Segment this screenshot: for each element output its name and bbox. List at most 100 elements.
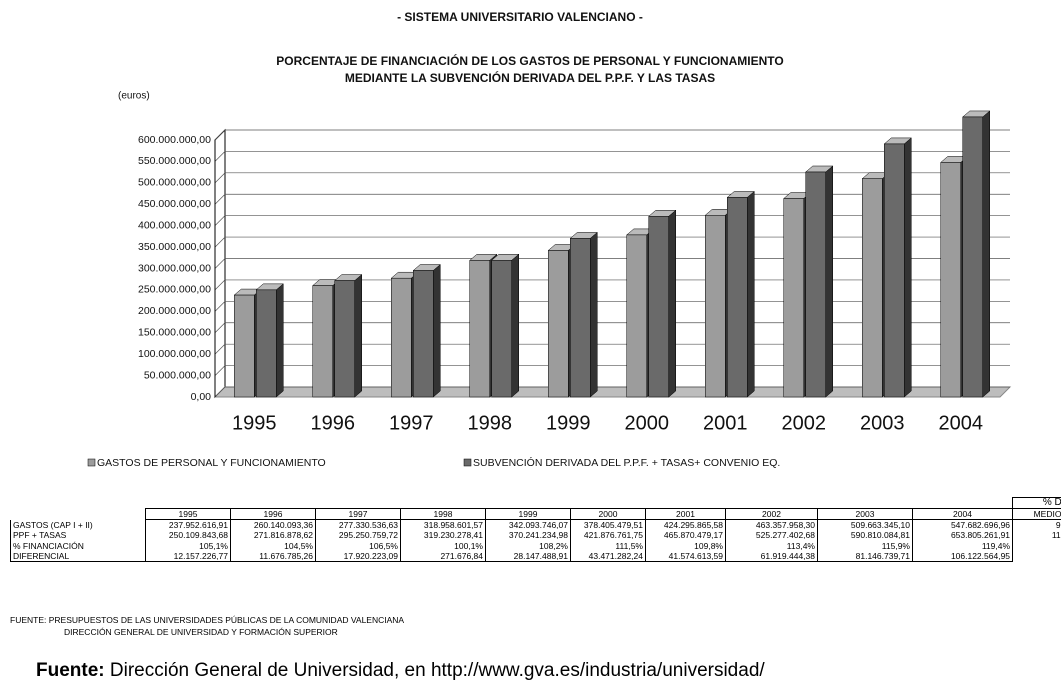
data-row: PPF + TASAS 250.109.843,68 271.816.878,62 2…: [10, 530, 1061, 541]
grid-line-depth: [214, 365, 226, 376]
y-tick-label: 250.000.000,00: [138, 284, 211, 296]
column-header: 1999: [485, 508, 571, 520]
value-cell: 81.146.739,71: [817, 550, 913, 562]
legend-label: GASTOS DE PERSONAL Y FUNCIONAMIENTO: [97, 457, 326, 469]
bar: [884, 143, 905, 398]
caption-label: Fuente:: [36, 660, 105, 681]
grid-line-depth: [214, 215, 226, 226]
bar-side: [982, 110, 990, 398]
bar-side: [825, 165, 833, 398]
value-cell: 271.816.878,62: [230, 530, 316, 541]
value-cell: 295.250.759,72: [315, 530, 401, 541]
value-cell: 424.295.865,58: [645, 519, 726, 530]
bar: [962, 116, 983, 398]
bar-3d: [805, 165, 834, 398]
y-tick-label: 200.000.000,00: [138, 305, 211, 317]
chart-subtitle: PORCENTAJE DE FINANCIACIÓN DE LOS GASTOS…: [276, 53, 783, 68]
column-header: 2000: [570, 508, 646, 520]
source-line: DIRECCIÓN GENERAL DE UNIVERSIDAD Y FORMA…: [64, 627, 338, 637]
value-cell: 525.277.402,68: [725, 530, 818, 541]
data-table: % DE CRECIMIEN19951996199719981999200020…: [10, 497, 1061, 562]
column-header: 1995: [145, 508, 231, 520]
value-cell: 115,9%: [817, 540, 913, 551]
x-tick-label: 1999: [546, 412, 591, 434]
x-tick-label: 2001: [703, 412, 748, 434]
data-row: DIFERENCIAL 12.157.226,77 11.676.785,26 17.…: [10, 550, 1061, 562]
bar: [334, 280, 355, 398]
bar: [312, 285, 333, 398]
row-label: GASTOS (CAP I + II): [10, 519, 146, 530]
value-cell: 111,5%: [570, 540, 646, 551]
caption-text: Dirección General de Universidad, en htt…: [104, 660, 765, 681]
column-header: 1996: [230, 508, 316, 520]
grid-line-depth: [214, 386, 226, 398]
y-tick-label: 600.000.000,00: [138, 134, 211, 146]
value-cell: 11.676.785,26: [230, 550, 316, 562]
x-tick-label: 1998: [468, 412, 513, 434]
column-header: MEDIO: [1012, 508, 1061, 520]
value-cell: 342.093.746,07: [485, 519, 571, 530]
x-tick-label: 1995: [232, 412, 277, 434]
y-axis-label: (euros): [118, 91, 150, 102]
value-cell: 271.676,84: [400, 550, 486, 562]
value-cell: 113,4%: [725, 540, 818, 551]
header-row: 1995 1996 1997 1998 1999 2000 2001 2002 2003 2004…: [11, 508, 1061, 520]
bar: [805, 171, 826, 398]
value-cell: 463.357.958,30: [725, 519, 818, 530]
value-cell: 106.122.564,95: [911, 550, 1014, 562]
column-header: 2002: [725, 508, 818, 520]
growth-header: % DE CRECIMIEN: [1012, 497, 1061, 509]
bar: [234, 294, 255, 398]
chart: - SISTEMA UNIVERSITARIO VALENCIANO - POR…: [87, 10, 1012, 469]
empty-cell: [11, 498, 1013, 509]
value-cell: 43.471.282,24: [570, 550, 646, 562]
column-header: 2003: [817, 508, 913, 520]
bar-3d: [648, 209, 677, 398]
value-cell: 119,4%: [911, 540, 1014, 551]
value-cell: 106,5%: [315, 540, 401, 551]
value-cell: 100,1%: [400, 540, 486, 551]
legend-label: SUBVENCIÓN DERIVADA DEL P.P.F. + TASAS+ …: [473, 456, 780, 469]
x-tick-label: 2000: [625, 412, 670, 434]
value-cell: 260.140.093,36: [230, 519, 316, 530]
grid-line-depth: [214, 129, 226, 141]
y-tick-label: 450.000.000,00: [138, 198, 211, 210]
bar-3d: [491, 253, 520, 398]
bar: [783, 198, 804, 398]
growth-row: % DE CRECIMIEN: [11, 497, 1061, 509]
row-label: DIFERENCIAL: [10, 550, 146, 562]
bar-3d: [726, 190, 755, 398]
bar-3d: [569, 231, 598, 398]
value-cell: 11,27%: [1012, 530, 1061, 541]
bar-side: [668, 209, 676, 398]
row-label: PPF + TASAS: [10, 530, 146, 541]
bar: [570, 238, 591, 398]
bar: [626, 234, 647, 398]
bar-3d: [962, 110, 991, 398]
grid-line-depth: [214, 322, 226, 333]
grid-line-depth: [214, 343, 226, 355]
bar: [256, 289, 277, 398]
grid-line-depth: [214, 279, 226, 291]
legend-swatch: [463, 458, 472, 467]
data-row: GASTOS (CAP I + II) 237.952.616,91 260.140…: [10, 519, 1061, 530]
bar: [391, 277, 412, 398]
y-tick-label: 400.000.000,00: [138, 219, 211, 231]
data-table-wrap: % DE CRECIMIEN19951996199719981999200020…: [10, 497, 1061, 562]
value-cell: 9,71%: [1012, 519, 1061, 530]
value-cell: 465.870.479,17: [645, 530, 726, 541]
value-cell: 378.405.479,51: [570, 519, 646, 530]
value-cell: 250.109.843,68: [145, 530, 231, 541]
value-cell: 547.682.696,96: [911, 519, 1014, 530]
value-cell: 41.574.613,59: [645, 550, 726, 562]
value-cell: 590.810.084,81: [817, 530, 913, 541]
bar-side: [276, 283, 284, 398]
x-tick-label: 2004: [939, 412, 984, 434]
bar: [469, 260, 490, 398]
column-header: 1998: [400, 508, 486, 520]
grid-line-depth: [214, 151, 226, 162]
bar-side: [904, 137, 912, 398]
bar: [940, 162, 961, 398]
value-cell: 319.230.278,41: [400, 530, 486, 541]
